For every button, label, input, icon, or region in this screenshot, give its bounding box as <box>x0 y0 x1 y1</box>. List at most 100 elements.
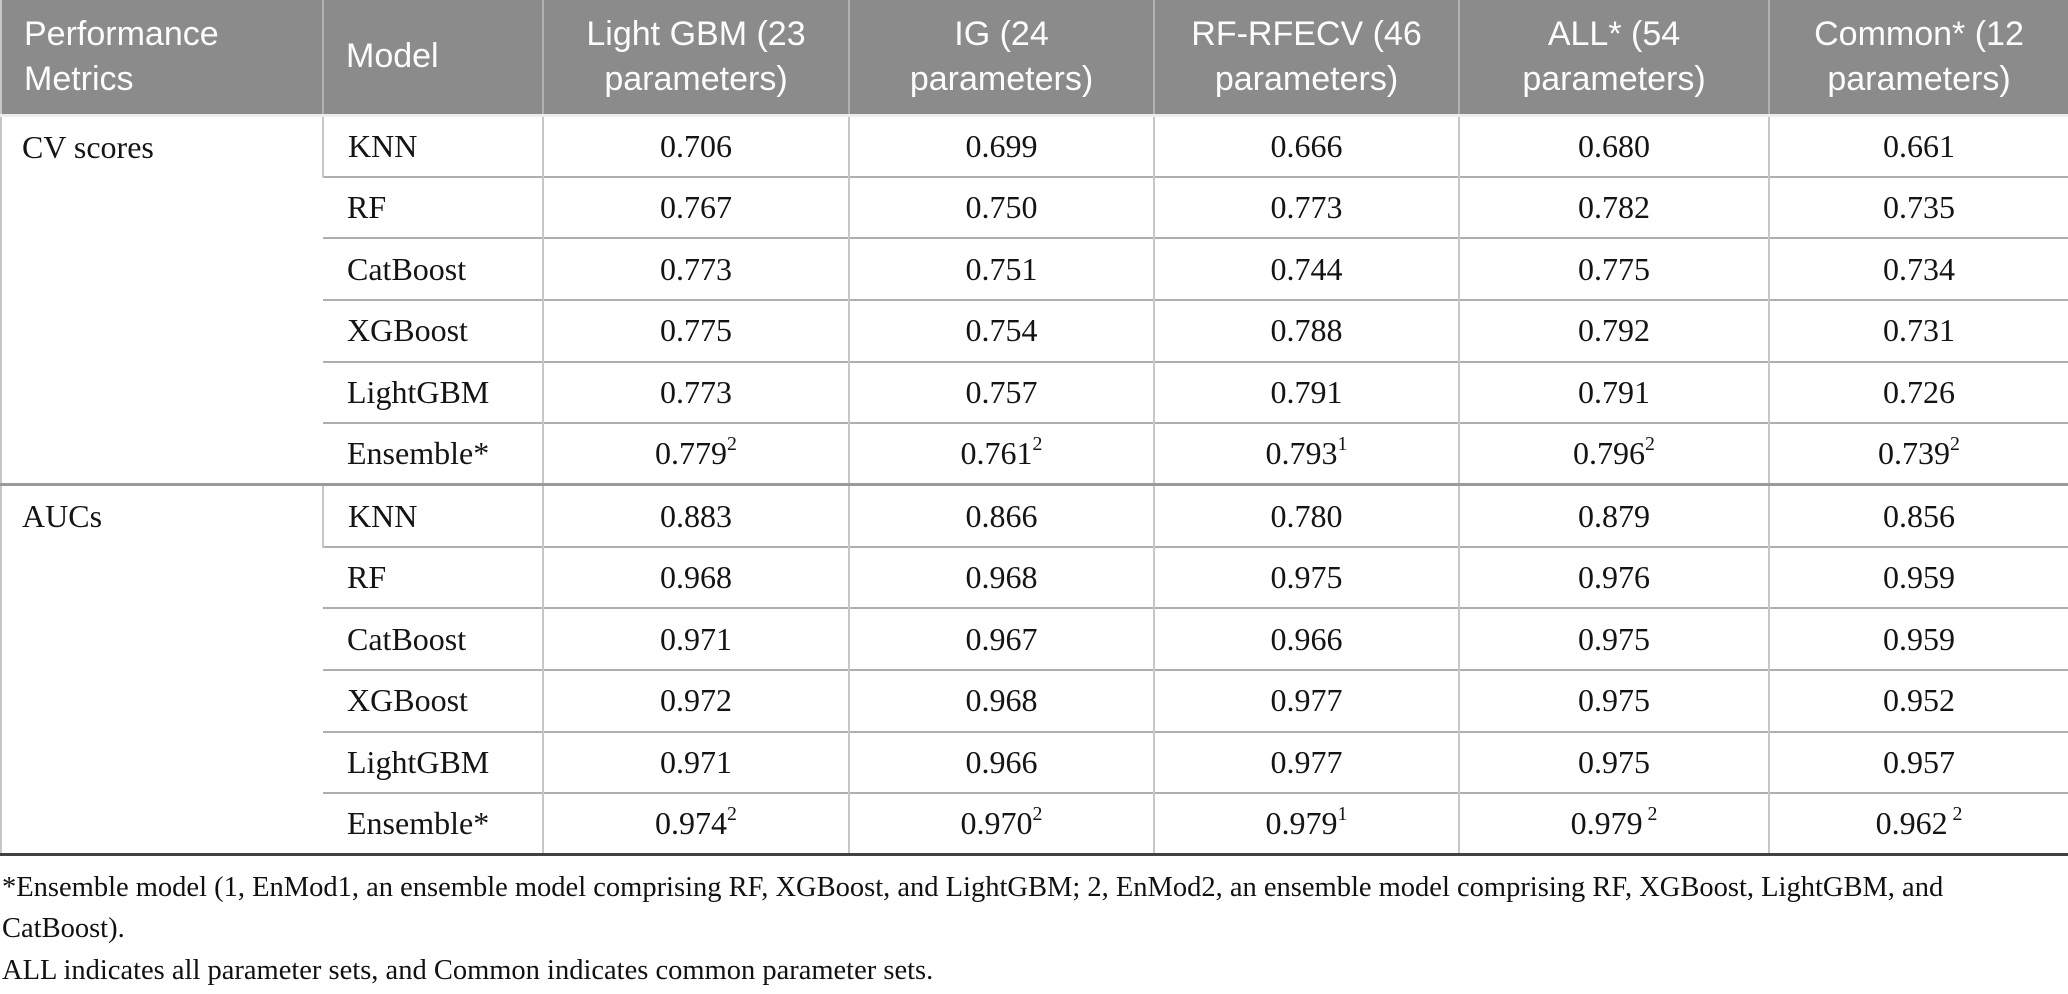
model-label: KNN <box>322 115 543 177</box>
cell-value: 0.9702 <box>848 792 1154 855</box>
cell-value: 0.9742 <box>542 792 849 855</box>
table-row: XGBoost 0.775 0.754 0.788 0.792 0.731 <box>1 298 2068 362</box>
table-row: AUCs KNN 0.883 0.866 0.780 0.879 0.856 <box>1 483 2068 855</box>
table-row: LightGBM 0.773 0.757 0.791 0.791 0.726 <box>1 360 2068 424</box>
header-common-params: Common* (12 parameters) <box>1768 0 2068 117</box>
value-text: 0.962 <box>1875 805 1948 842</box>
header-all-params: ALL* (54 parameters) <box>1458 0 1769 117</box>
table-row: CatBoost 0.971 0.967 0.966 0.975 0.959 <box>1 607 2068 670</box>
cell-value: 0.883 <box>542 483 849 547</box>
cell-value: 0.977 <box>1153 730 1459 794</box>
cell-value: 0.975 <box>1458 607 1769 670</box>
cell-value: 0.792 <box>1458 298 1769 362</box>
cell-value: 0.666 <box>1153 115 1459 177</box>
footnote-marker: 1 <box>1337 433 1348 456</box>
footnote-marker: 2 <box>1032 803 1043 826</box>
cell-value: 0.735 <box>1768 175 2068 239</box>
cell-value: 0.744 <box>1153 237 1459 300</box>
cell-value: 0.866 <box>848 483 1154 547</box>
cell-value: 0.975 <box>1153 545 1459 609</box>
cell-value: 0.962 2 <box>1768 792 2068 855</box>
table-row: CV scores KNN 0.706 0.699 0.666 0.680 0.… <box>1 115 2068 485</box>
value-text: 0.979 <box>1570 805 1643 842</box>
footnote-all-common: ALL indicates all parameter sets, and Co… <box>2 955 934 987</box>
header-model: Model <box>322 0 543 117</box>
cell-value: 0.971 <box>542 607 849 670</box>
model-label: XGBoost <box>323 668 543 732</box>
cell-value: 0.780 <box>1153 483 1459 547</box>
cell-value: 0.979 2 <box>1458 792 1769 855</box>
performance-metrics-table: Performance Metrics Model Light GBM (23 … <box>0 0 2068 857</box>
cell-value: 0.775 <box>542 298 849 362</box>
cell-value: 0.959 <box>1768 607 2068 670</box>
cell-value: 0.957 <box>1768 730 2068 794</box>
table-row: RF 0.968 0.968 0.975 0.976 0.959 <box>1 545 2068 609</box>
value-text: 0.739 <box>1878 435 1951 472</box>
value-text: 0.979 <box>1265 805 1338 842</box>
header-performance-metrics: Performance Metrics <box>1 0 323 117</box>
cell-value: 0.734 <box>1768 237 2068 300</box>
header-rf-rfecv-params: RF-RFECV (46 parameters) <box>1153 0 1459 117</box>
cell-value: 0.975 <box>1458 668 1769 732</box>
cell-value: 0.856 <box>1768 483 2068 547</box>
cell-value: 0.7931 <box>1153 422 1459 485</box>
model-label: KNN <box>322 483 543 547</box>
cell-value: 0.726 <box>1768 360 2068 424</box>
model-label: CatBoost <box>323 607 543 670</box>
table-footnotes: *Ensemble model (1, EnMod1, an ensemble … <box>2 868 2068 991</box>
header-lightgbm-params: Light GBM (23 parameters) <box>542 0 849 117</box>
section-aucs: AUCs KNN 0.883 0.866 0.780 0.879 0.856 R… <box>1 483 2068 855</box>
model-label: RF <box>323 175 543 239</box>
cell-value: 0.767 <box>542 175 849 239</box>
model-label: Ensemble* <box>323 792 543 855</box>
cell-value: 0.9791 <box>1153 792 1459 855</box>
cell-value: 0.706 <box>542 115 849 177</box>
cell-value: 0.966 <box>1153 607 1459 670</box>
cell-value: 0.7792 <box>542 422 849 485</box>
value-text: 0.761 <box>960 435 1033 472</box>
cell-value: 0.754 <box>848 298 1154 362</box>
cell-value: 0.661 <box>1768 115 2068 177</box>
model-label: Ensemble* <box>323 422 543 485</box>
footnote-marker: 2 <box>1950 433 1960 456</box>
cell-value: 0.968 <box>848 668 1154 732</box>
table-header: Performance Metrics Model Light GBM (23 … <box>1 0 2068 117</box>
cell-value: 0.952 <box>1768 668 2068 732</box>
footnote-marker: 2 <box>1947 803 1963 826</box>
table-row-ensemble: Ensemble* 0.9742 0.9702 0.9791 0.979 2 0… <box>1 792 2068 855</box>
cell-value: 0.977 <box>1153 668 1459 732</box>
cell-value: 0.959 <box>1768 545 2068 609</box>
cell-value: 0.791 <box>1153 360 1459 424</box>
model-label: LightGBM <box>323 730 543 794</box>
cell-value: 0.731 <box>1768 298 2068 362</box>
footnote-marker: 1 <box>1337 803 1348 826</box>
cell-value: 0.782 <box>1458 175 1769 239</box>
metric-label-cv-scores: CV scores <box>1 115 323 485</box>
value-text: 0.970 <box>960 805 1033 842</box>
cell-value: 0.7392 <box>1768 422 2068 485</box>
footnote-marker: 2 <box>1642 803 1658 826</box>
value-text: 0.779 <box>655 435 728 472</box>
cell-value: 0.7612 <box>848 422 1154 485</box>
value-text: 0.793 <box>1265 435 1338 472</box>
cell-value: 0.773 <box>542 237 849 300</box>
footnote-marker: 2 <box>727 433 737 456</box>
footnote-marker: 2 <box>1032 433 1043 456</box>
cell-value: 0.788 <box>1153 298 1459 362</box>
table-row: CatBoost 0.773 0.751 0.744 0.775 0.734 <box>1 237 2068 300</box>
cell-value: 0.757 <box>848 360 1154 424</box>
footnote-marker: 2 <box>727 803 737 826</box>
model-label: CatBoost <box>323 237 543 300</box>
cell-value: 0.972 <box>542 668 849 732</box>
cell-value: 0.699 <box>848 115 1154 177</box>
cell-value: 0.775 <box>1458 237 1769 300</box>
header-ig-params: IG (24 parameters) <box>848 0 1154 117</box>
cell-value: 0.976 <box>1458 545 1769 609</box>
model-label: XGBoost <box>323 298 543 362</box>
table-row: LightGBM 0.971 0.966 0.977 0.975 0.957 <box>1 730 2068 794</box>
cell-value: 0.971 <box>542 730 849 794</box>
section-cv-scores: CV scores KNN 0.706 0.699 0.666 0.680 0.… <box>1 115 2068 485</box>
cell-value: 0.750 <box>848 175 1154 239</box>
cell-value: 0.968 <box>542 545 849 609</box>
